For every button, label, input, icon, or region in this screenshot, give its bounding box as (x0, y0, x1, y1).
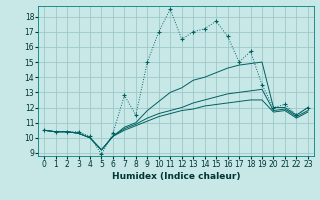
X-axis label: Humidex (Indice chaleur): Humidex (Indice chaleur) (112, 172, 240, 181)
